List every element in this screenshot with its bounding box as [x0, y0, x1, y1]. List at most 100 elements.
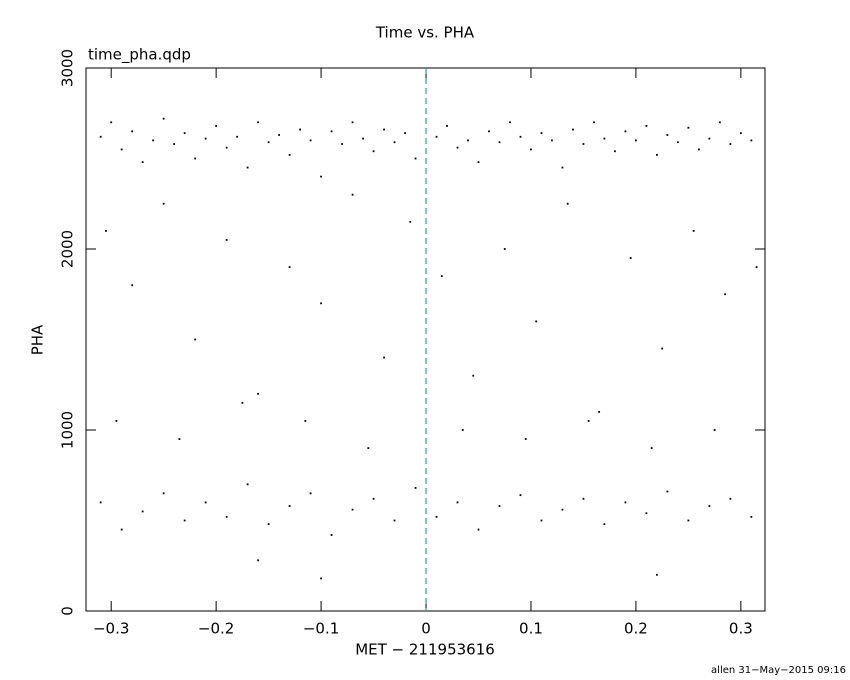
data-point: [320, 175, 322, 178]
data-point: [713, 429, 716, 431]
data-point: [351, 193, 354, 196]
chart-title: Time vs. PHA: [375, 24, 475, 42]
data-point: [718, 121, 721, 124]
chart-subtitle: time_pha.qdp: [88, 46, 191, 65]
data-point: [115, 420, 118, 422]
data-point: [755, 266, 758, 268]
x-tick-label: 0.3: [729, 620, 753, 638]
data-point: [414, 157, 417, 160]
data-point: [341, 143, 343, 145]
y-tick-label: 3000: [59, 49, 77, 87]
data-point: [152, 139, 155, 142]
data-point: [194, 338, 197, 341]
data-point: [99, 501, 102, 504]
data-point: [204, 501, 207, 504]
data-point: [650, 447, 653, 449]
y-tick-label: 2000: [59, 230, 77, 268]
data-point: [729, 497, 732, 500]
data-point: [414, 487, 417, 489]
data-point: [330, 534, 333, 536]
data-point: [288, 505, 291, 507]
data-point: [278, 134, 281, 136]
data-point: [225, 146, 228, 149]
data-point: [257, 559, 260, 562]
data-point: [645, 512, 648, 515]
data-point: [676, 141, 679, 144]
data-point: [697, 148, 700, 151]
data-point: [666, 134, 669, 136]
data-point: [383, 128, 385, 131]
data-point: [120, 528, 123, 531]
data-point: [603, 523, 606, 526]
data-point: [162, 117, 165, 120]
data-point: [246, 483, 249, 486]
data-point: [593, 121, 595, 124]
data-point: [498, 141, 501, 144]
data-point: [472, 374, 475, 377]
data-point: [687, 126, 690, 129]
data-point: [629, 257, 632, 259]
data-point: [535, 320, 538, 323]
data-point: [456, 501, 459, 504]
data-point: [603, 137, 606, 140]
data-point: [666, 490, 669, 493]
data-point: [141, 161, 144, 164]
data-point: [225, 515, 228, 518]
data-point: [372, 497, 375, 500]
data-point: [724, 293, 727, 296]
data-point: [635, 139, 637, 142]
data-point: [367, 447, 370, 449]
data-point: [194, 157, 197, 160]
data-point: [173, 143, 176, 145]
data-point: [393, 141, 396, 144]
data-point: [750, 515, 753, 518]
x-tick-label: −0.3: [93, 620, 129, 638]
data-point: [241, 401, 244, 404]
data-point: [729, 143, 732, 145]
x-tick-label: −0.2: [198, 620, 234, 638]
data-point: [257, 392, 260, 395]
data-point: [141, 510, 144, 513]
data-point: [519, 494, 522, 497]
data-point: [661, 347, 664, 350]
data-point: [498, 505, 501, 507]
data-point: [267, 523, 270, 526]
data-point: [288, 153, 291, 156]
y-axis-label: PHA: [29, 324, 47, 355]
data-point: [236, 135, 239, 138]
data-point: [708, 505, 711, 507]
data-point: [687, 519, 690, 522]
data-point: [530, 148, 532, 151]
data-point: [440, 275, 443, 278]
data-point: [288, 266, 291, 268]
data-point: [320, 302, 322, 305]
data-point: [540, 132, 543, 135]
footer: allen 31−May−2015 09:16: [711, 665, 846, 676]
data-point: [131, 284, 134, 287]
data-point: [645, 125, 648, 127]
data-point: [304, 420, 307, 422]
data-point: [162, 492, 165, 495]
data-point: [105, 230, 107, 232]
data-point: [656, 153, 658, 156]
data-point: [362, 137, 364, 140]
data-point: [446, 125, 448, 127]
data-point: [183, 132, 186, 135]
data-point: [477, 528, 480, 531]
data-point: [309, 139, 312, 142]
data-point: [572, 128, 574, 131]
data-point: [582, 143, 585, 145]
data-point: [624, 501, 627, 504]
x-tick-label: 0.1: [519, 620, 543, 638]
y-tick-label: 1000: [59, 411, 77, 449]
data-point: [551, 139, 553, 142]
data-point: [708, 137, 711, 140]
data-point: [503, 248, 506, 250]
data-point: [656, 573, 658, 576]
data-point: [162, 202, 165, 205]
data-point: [299, 128, 301, 131]
data-point: [110, 121, 113, 124]
data-point: [330, 130, 333, 133]
data-point: [267, 141, 270, 144]
data-point: [598, 411, 601, 413]
